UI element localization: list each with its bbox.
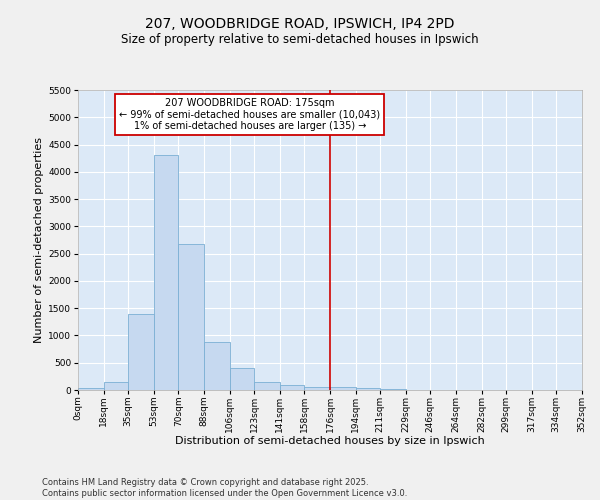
Bar [304,387,330,390]
Text: 207, WOODBRIDGE ROAD, IPSWICH, IP4 2PD: 207, WOODBRIDGE ROAD, IPSWICH, IP4 2PD [145,18,455,32]
Bar [330,387,356,390]
Bar [78,388,104,390]
Bar [204,342,230,390]
Text: Size of property relative to semi-detached houses in Ipswich: Size of property relative to semi-detach… [121,32,479,46]
Text: Contains HM Land Registry data © Crown copyright and database right 2025.
Contai: Contains HM Land Registry data © Crown c… [42,478,407,498]
X-axis label: Distribution of semi-detached houses by size in Ipswich: Distribution of semi-detached houses by … [175,436,485,446]
Bar [104,382,128,390]
Bar [154,156,178,390]
Bar [356,388,380,390]
Text: 207 WOODBRIDGE ROAD: 175sqm
← 99% of semi-detached houses are smaller (10,043)
1: 207 WOODBRIDGE ROAD: 175sqm ← 99% of sem… [119,98,380,132]
Bar [280,385,304,390]
Bar [178,244,204,390]
Bar [128,314,154,390]
Y-axis label: Number of semi-detached properties: Number of semi-detached properties [34,137,44,343]
Bar [254,382,280,390]
Bar [230,368,254,390]
